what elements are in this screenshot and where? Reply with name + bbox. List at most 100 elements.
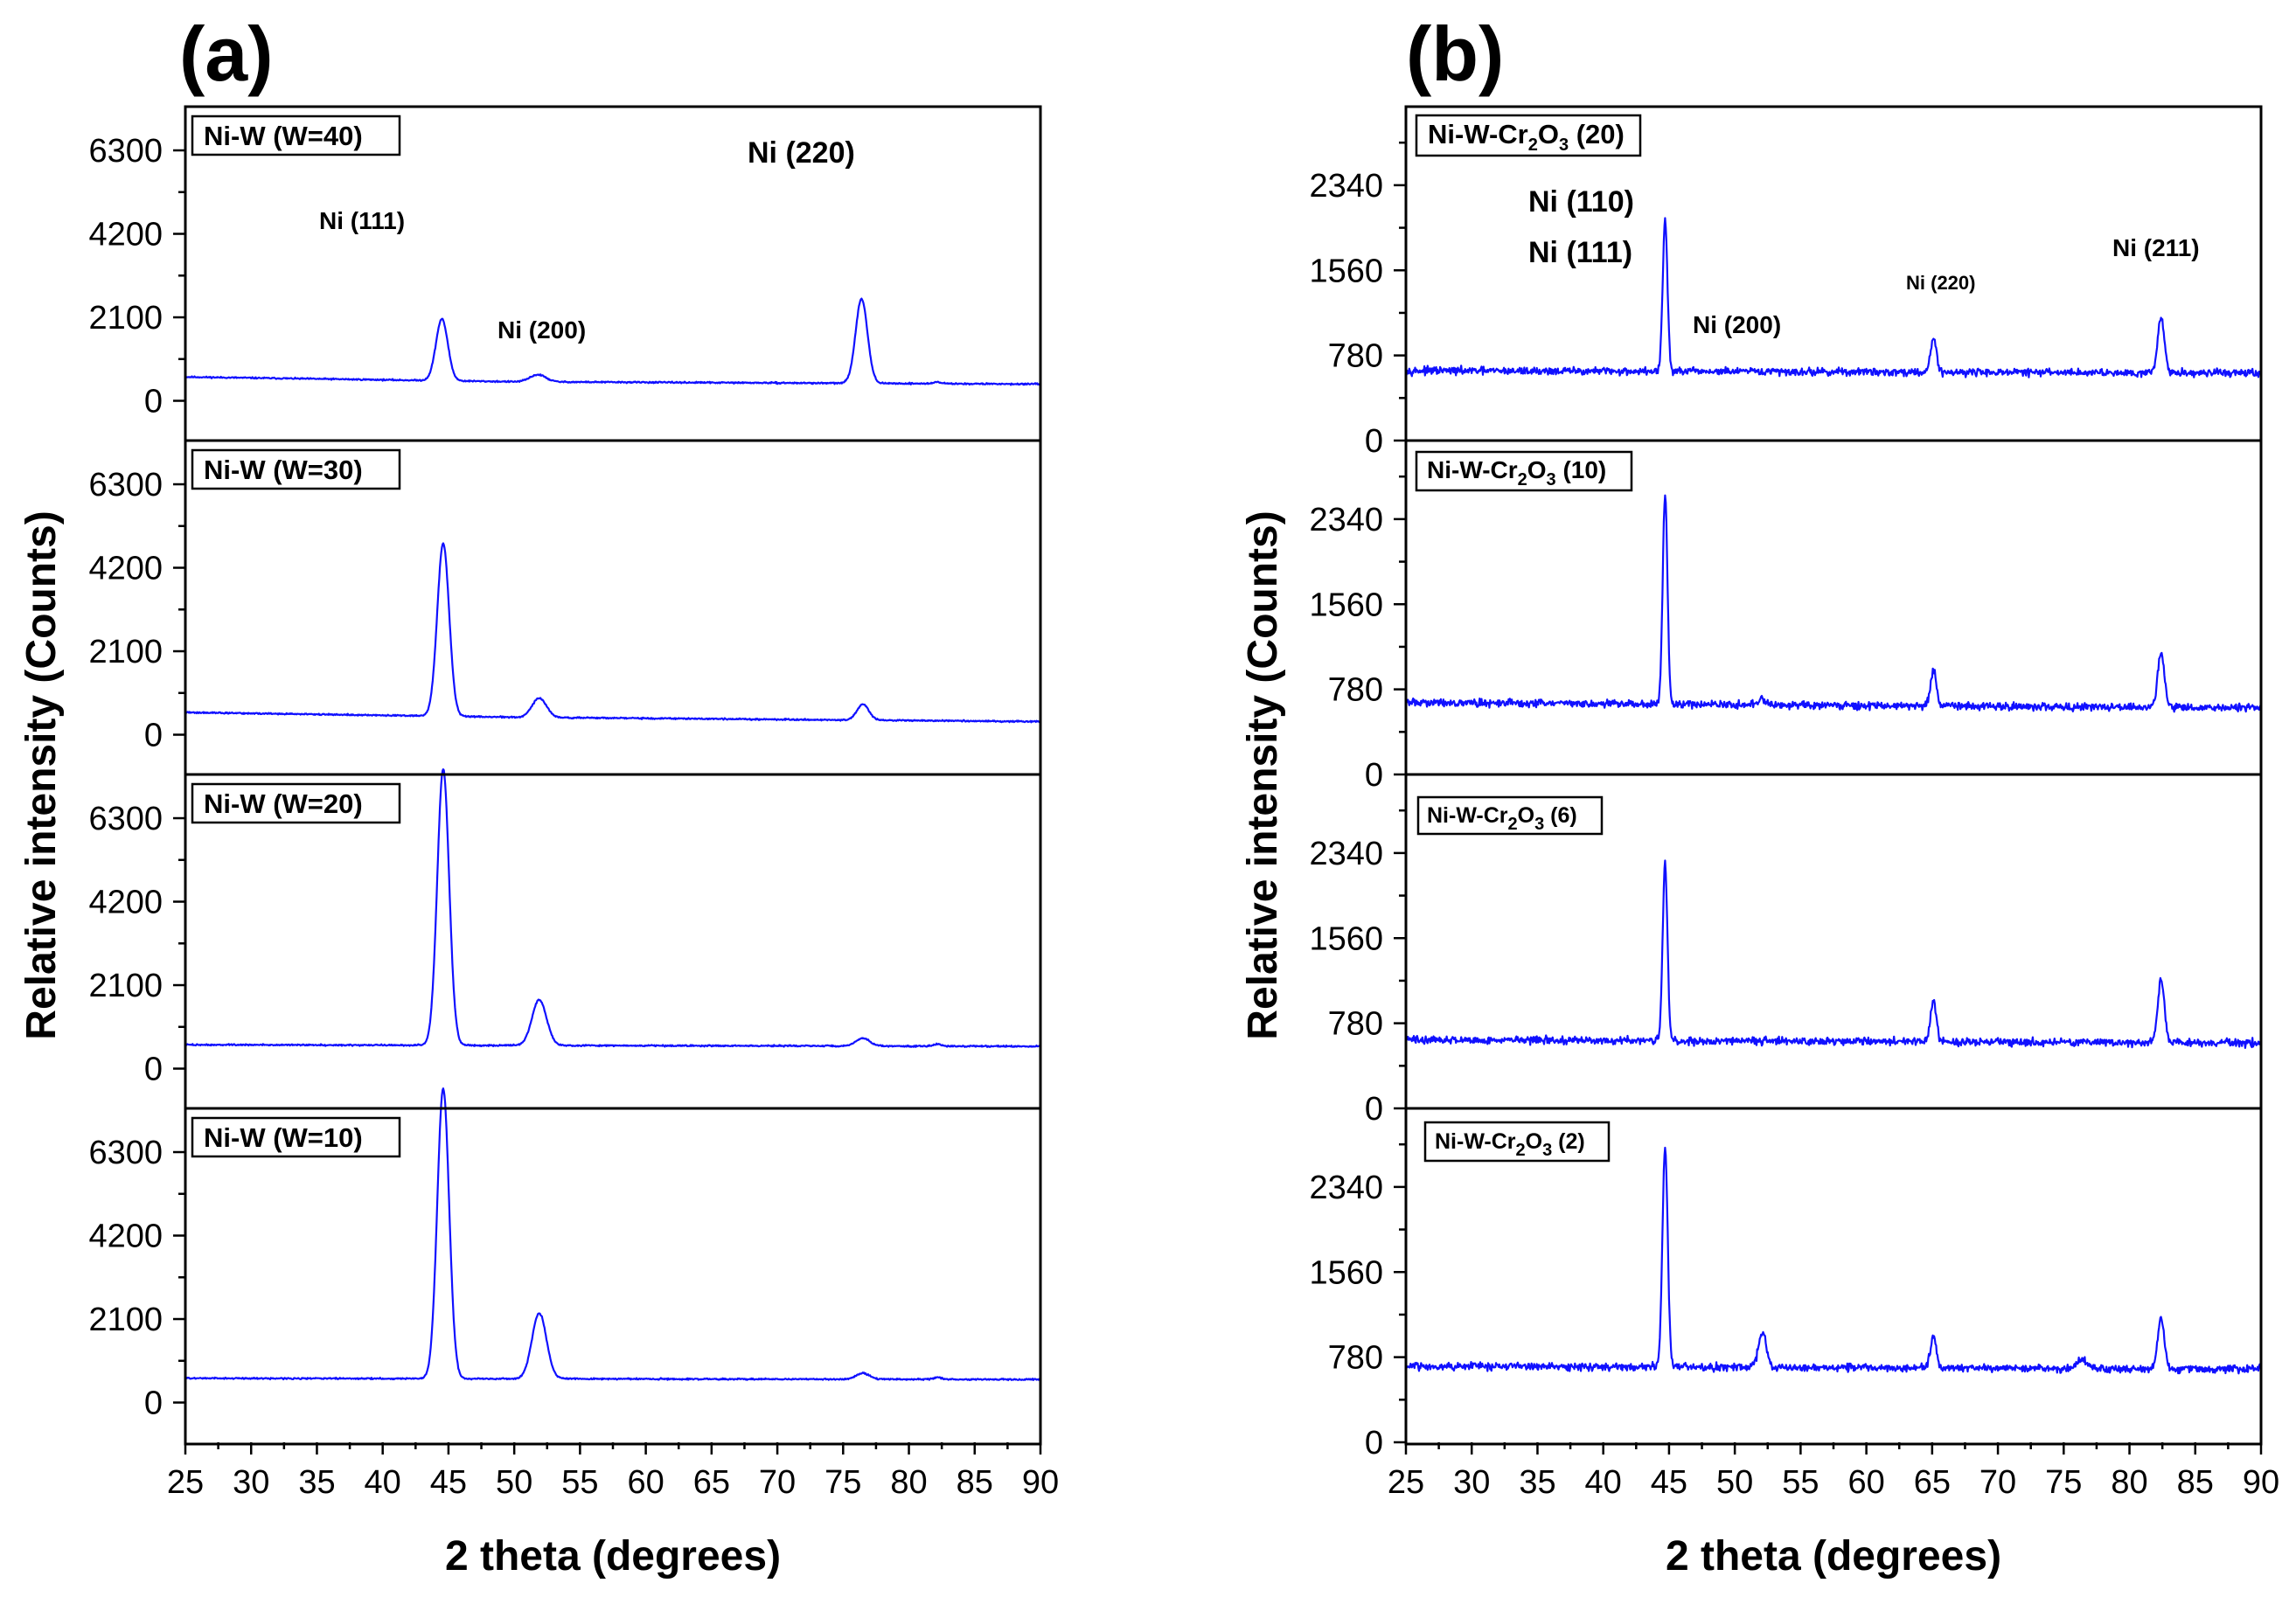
x-tick-label: 30 (233, 1464, 269, 1501)
x-tick-label: 65 (693, 1464, 730, 1501)
x-tick-label: 40 (365, 1464, 401, 1501)
y-tick-label: 0 (1365, 423, 1383, 460)
y-tick-label: 1560 (1309, 587, 1383, 623)
chart-b-plot-area (1405, 217, 2263, 1375)
x-tick-label: 45 (1651, 1464, 1687, 1501)
legend-cr2o3-20-label: Ni-W-Cr2O3 (20) (1428, 119, 1625, 155)
series-line-a-2 (184, 542, 1041, 724)
annotation-b-ni-111: Ni (111) (1528, 236, 1632, 269)
chart-a-ticks: 0 2100 4200 6300 0 2100 4200 6300 0 2100 4200 6300 0… (88, 133, 1059, 1501)
y-tick-label: 6300 (88, 801, 163, 837)
panel-label-b: (b) (1406, 10, 1504, 97)
y-tick-label: 2100 (88, 968, 163, 1004)
legend-ni-w-40: Ni-W (W=40) (191, 115, 401, 156)
series-line-a-1 (184, 297, 1041, 386)
x-tick-label: 35 (298, 1464, 335, 1501)
legend-ni-w-20: Ni-W (W=20) (191, 782, 401, 824)
x-tick-label: 80 (890, 1464, 927, 1501)
x-tick-label: 55 (561, 1464, 598, 1501)
annotation-b-ni-110: Ni (110) (1528, 185, 1634, 219)
chart-a: (a) 0 2100 4200 6300 0 2100 4200 6300 0 2100 4200 6… (18, 10, 1059, 1580)
x-axis-title-a: 2 theta (degrees) (445, 1533, 781, 1580)
x-tick-label: 90 (2243, 1464, 2279, 1501)
legend-ni-w-10-label: Ni-W (W=10) (204, 1122, 363, 1153)
x-tick-label: 50 (1716, 1464, 1753, 1501)
x-tick-label: 65 (1914, 1464, 1951, 1501)
series-line-b-3 (1405, 859, 2262, 1049)
y-tick-label: 1560 (1309, 253, 1383, 289)
x-tick-label: 60 (1847, 1464, 1884, 1501)
x-tick-label: 45 (430, 1464, 467, 1501)
y-axis-title-b: Relative intensity (Counts) (1240, 510, 1286, 1039)
chart-b-ticks: 0 780 1560 2340 0 780 1560 2340 0 780 1560 2340 0 780… (1309, 141, 2279, 1501)
y-tick-label: 6300 (88, 467, 163, 503)
y-tick-label: 780 (1328, 1006, 1383, 1043)
x-tick-label: 30 (1453, 1464, 1490, 1501)
x-tick-label: 35 (1519, 1464, 1555, 1501)
y-tick-label: 1560 (1309, 1254, 1383, 1291)
x-tick-label: 50 (496, 1464, 532, 1501)
series-line-b-1 (1405, 217, 2263, 378)
y-tick-label: 4200 (88, 885, 163, 921)
x-tick-label: 85 (957, 1464, 993, 1501)
x-tick-label: 55 (1782, 1464, 1819, 1501)
x-tick-label: 25 (1388, 1464, 1424, 1501)
x-tick-label: 70 (1979, 1464, 2016, 1501)
y-tick-label: 780 (1328, 672, 1383, 709)
series-line-a-4 (184, 1087, 1041, 1382)
panel-label-a: (a) (179, 10, 274, 97)
series-line-a-3 (184, 768, 1041, 1048)
y-tick-label: 0 (144, 1052, 163, 1088)
y-tick-label: 2340 (1309, 168, 1383, 205)
x-tick-label: 90 (1022, 1464, 1059, 1501)
legend-cr2o3-10: Ni-W-Cr2O3 (10) (1415, 450, 1633, 492)
legend-cr2o3-10-label: Ni-W-Cr2O3 (10) (1427, 456, 1606, 490)
legend-ni-w-10: Ni-W (W=10) (191, 1116, 401, 1158)
y-tick-label: 6300 (88, 133, 163, 170)
legend-ni-w-30-label: Ni-W (W=30) (204, 455, 363, 485)
annotation-a-ni-200: Ni (200) (497, 316, 586, 344)
y-tick-label: 0 (144, 718, 163, 754)
annotation-b-ni-220: Ni (220) (1906, 272, 1975, 294)
y-tick-label: 1560 (1309, 920, 1383, 957)
y-tick-label: 0 (1365, 757, 1383, 794)
legend-cr2o3-2-label: Ni-W-Cr2O3 (2) (1435, 1129, 1585, 1160)
y-tick-label: 0 (1365, 1425, 1383, 1462)
y-tick-label: 4200 (88, 1219, 163, 1255)
legend-ni-w-20-label: Ni-W (W=20) (204, 788, 363, 819)
legend-ni-w-30: Ni-W (W=30) (191, 448, 401, 490)
x-tick-label: 60 (627, 1464, 664, 1501)
y-tick-label: 6300 (88, 1135, 163, 1171)
series-line-b-2 (1405, 494, 2262, 713)
y-axis-title-a: Relative intensity (Counts) (18, 510, 65, 1039)
x-tick-label: 25 (167, 1464, 204, 1501)
y-tick-label: 2100 (88, 634, 163, 670)
y-tick-label: 780 (1328, 338, 1383, 375)
x-tick-label: 40 (1585, 1464, 1622, 1501)
y-tick-label: 780 (1328, 1340, 1383, 1377)
y-tick-label: 0 (1365, 1091, 1383, 1128)
chart-b: (b) 0 780 1560 2340 0 780 1560 2340 0 780 1560 2340… (1240, 10, 2279, 1580)
legend-cr2o3-2: Ni-W-Cr2O3 (2) (1423, 1121, 1611, 1163)
y-tick-label: 4200 (88, 551, 163, 587)
y-tick-label: 2340 (1309, 836, 1383, 872)
legend-cr2o3-20: Ni-W-Cr2O3 (20) (1415, 114, 1642, 157)
x-tick-label: 75 (2045, 1464, 2082, 1501)
y-tick-label: 2340 (1309, 502, 1383, 538)
chart-a-plot-area (184, 297, 1041, 1382)
annotation-a-ni-220: Ni (220) (748, 136, 855, 170)
series-line-b-4 (1405, 1146, 2262, 1375)
y-tick-label: 4200 (88, 217, 163, 253)
x-tick-label: 75 (824, 1464, 861, 1501)
legend-cr2o3-6: Ni-W-Cr2O3 (6) (1416, 795, 1604, 836)
y-tick-label: 2100 (88, 300, 163, 337)
x-tick-label: 80 (2111, 1464, 2147, 1501)
y-tick-label: 2100 (88, 1302, 163, 1338)
legend-cr2o3-6-label: Ni-W-Cr2O3 (6) (1427, 803, 1577, 834)
y-tick-label: 0 (144, 384, 163, 420)
y-tick-label: 2340 (1309, 1170, 1383, 1206)
y-tick-label: 0 (144, 1385, 163, 1422)
annotation-b-ni-200: Ni (200) (1693, 311, 1781, 338)
annotation-a-ni-111: Ni (111) (319, 207, 405, 234)
